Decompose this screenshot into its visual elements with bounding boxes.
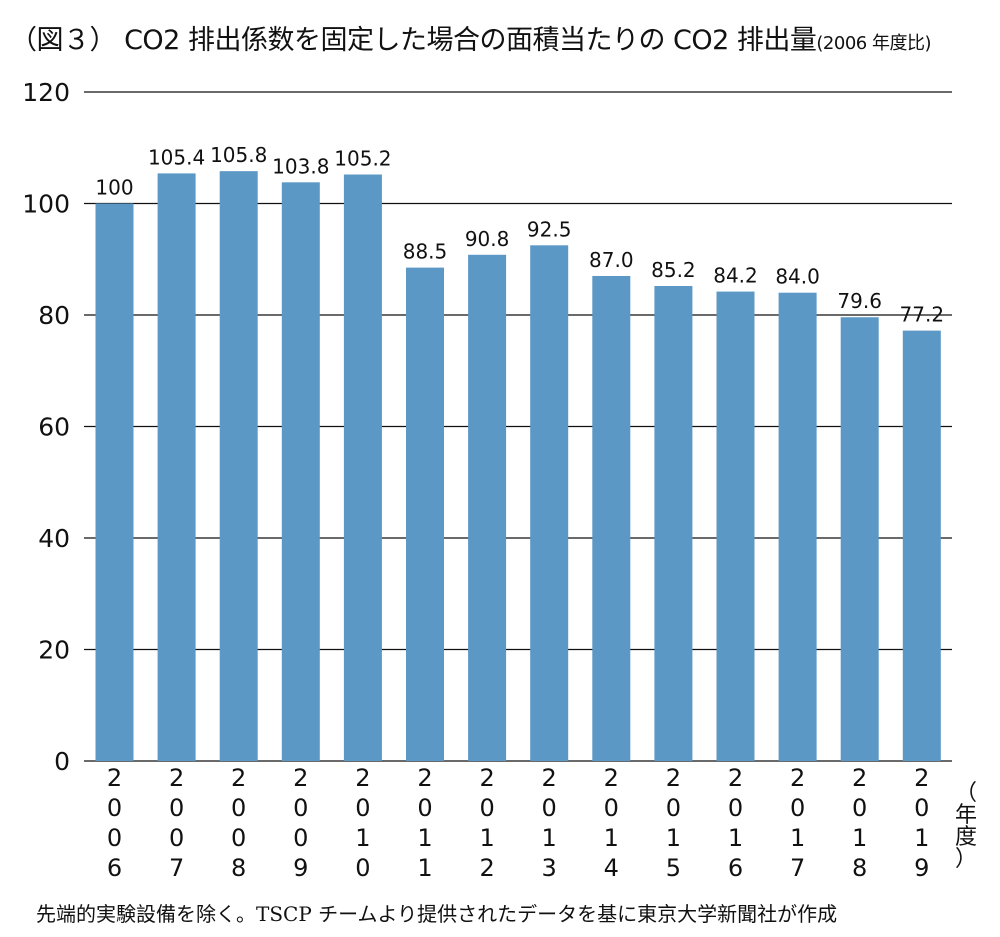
chart-title-sub: (2006 年度比) [816, 33, 931, 54]
data-label: 85.2 [651, 258, 696, 282]
y-tick-label: 80 [38, 301, 70, 330]
x-axis-unit-label: （年度） [955, 781, 977, 872]
data-label: 79.6 [837, 289, 882, 313]
data-label: 105.2 [334, 147, 391, 171]
data-label: 92.5 [527, 217, 572, 241]
y-tick-label: 0 [54, 747, 70, 776]
data-label: 105.4 [148, 145, 205, 169]
data-label: 87.0 [589, 248, 634, 272]
bar-2007 [157, 173, 196, 761]
chart-title: （図３） CO2 排出係数を固定した場合の面積当たりの CO2 排出量(2006… [10, 18, 995, 57]
bar-2018 [840, 317, 879, 761]
y-tick-label: 100 [22, 190, 70, 219]
data-label: 103.8 [272, 154, 329, 178]
bar-2014 [592, 275, 631, 761]
data-label: 105.8 [210, 143, 267, 167]
bar-2012 [468, 254, 507, 762]
bar-chart: 100 105.4 105.8 103.8 105.2 88.5 90.8 92.5 87.0 8… [22, 78, 977, 882]
bar-2016 [716, 291, 755, 761]
chart-title-main: （図３） CO2 排出係数を固定した場合の面積当たりの CO2 排出量 [10, 25, 817, 56]
label-layer: 100 105.4 105.8 103.8 105.2 88.5 90.8 92.5 87.0 8… [95, 143, 944, 326]
bar-2006 [95, 203, 134, 761]
data-label: 90.8 [465, 227, 510, 251]
bar-layer [95, 171, 941, 762]
data-label: 100 [95, 176, 133, 200]
y-tick-label: 60 [38, 413, 70, 442]
y-tick-label: 120 [22, 78, 70, 107]
axis-layer: 0 20 40 60 80 100 120 2 0 0 6 2 0 0 7 2 0 0 8 2 0 0 9 2 0 1 0 2 0 1 1 2… [22, 78, 977, 882]
bar-2008 [219, 171, 258, 762]
bar-2010 [343, 174, 382, 761]
data-label: 88.5 [403, 240, 448, 264]
bar-2017 [778, 292, 817, 761]
bar-2009 [281, 182, 320, 761]
y-tick-label: 40 [38, 524, 70, 553]
grid-layer [84, 91, 952, 762]
data-label: 84.2 [713, 264, 758, 288]
data-label: 84.0 [775, 265, 820, 289]
bar-2013 [530, 245, 569, 761]
source-note: 先端的実験設備を除く。TSCP チームより提供されたデータを基に東京大学新聞社が… [36, 902, 838, 926]
data-label: 77.2 [900, 303, 945, 327]
bar-2015 [654, 286, 693, 761]
bar-2011 [406, 267, 444, 761]
y-tick-label: 20 [38, 636, 70, 665]
bar-2019 [902, 330, 941, 761]
